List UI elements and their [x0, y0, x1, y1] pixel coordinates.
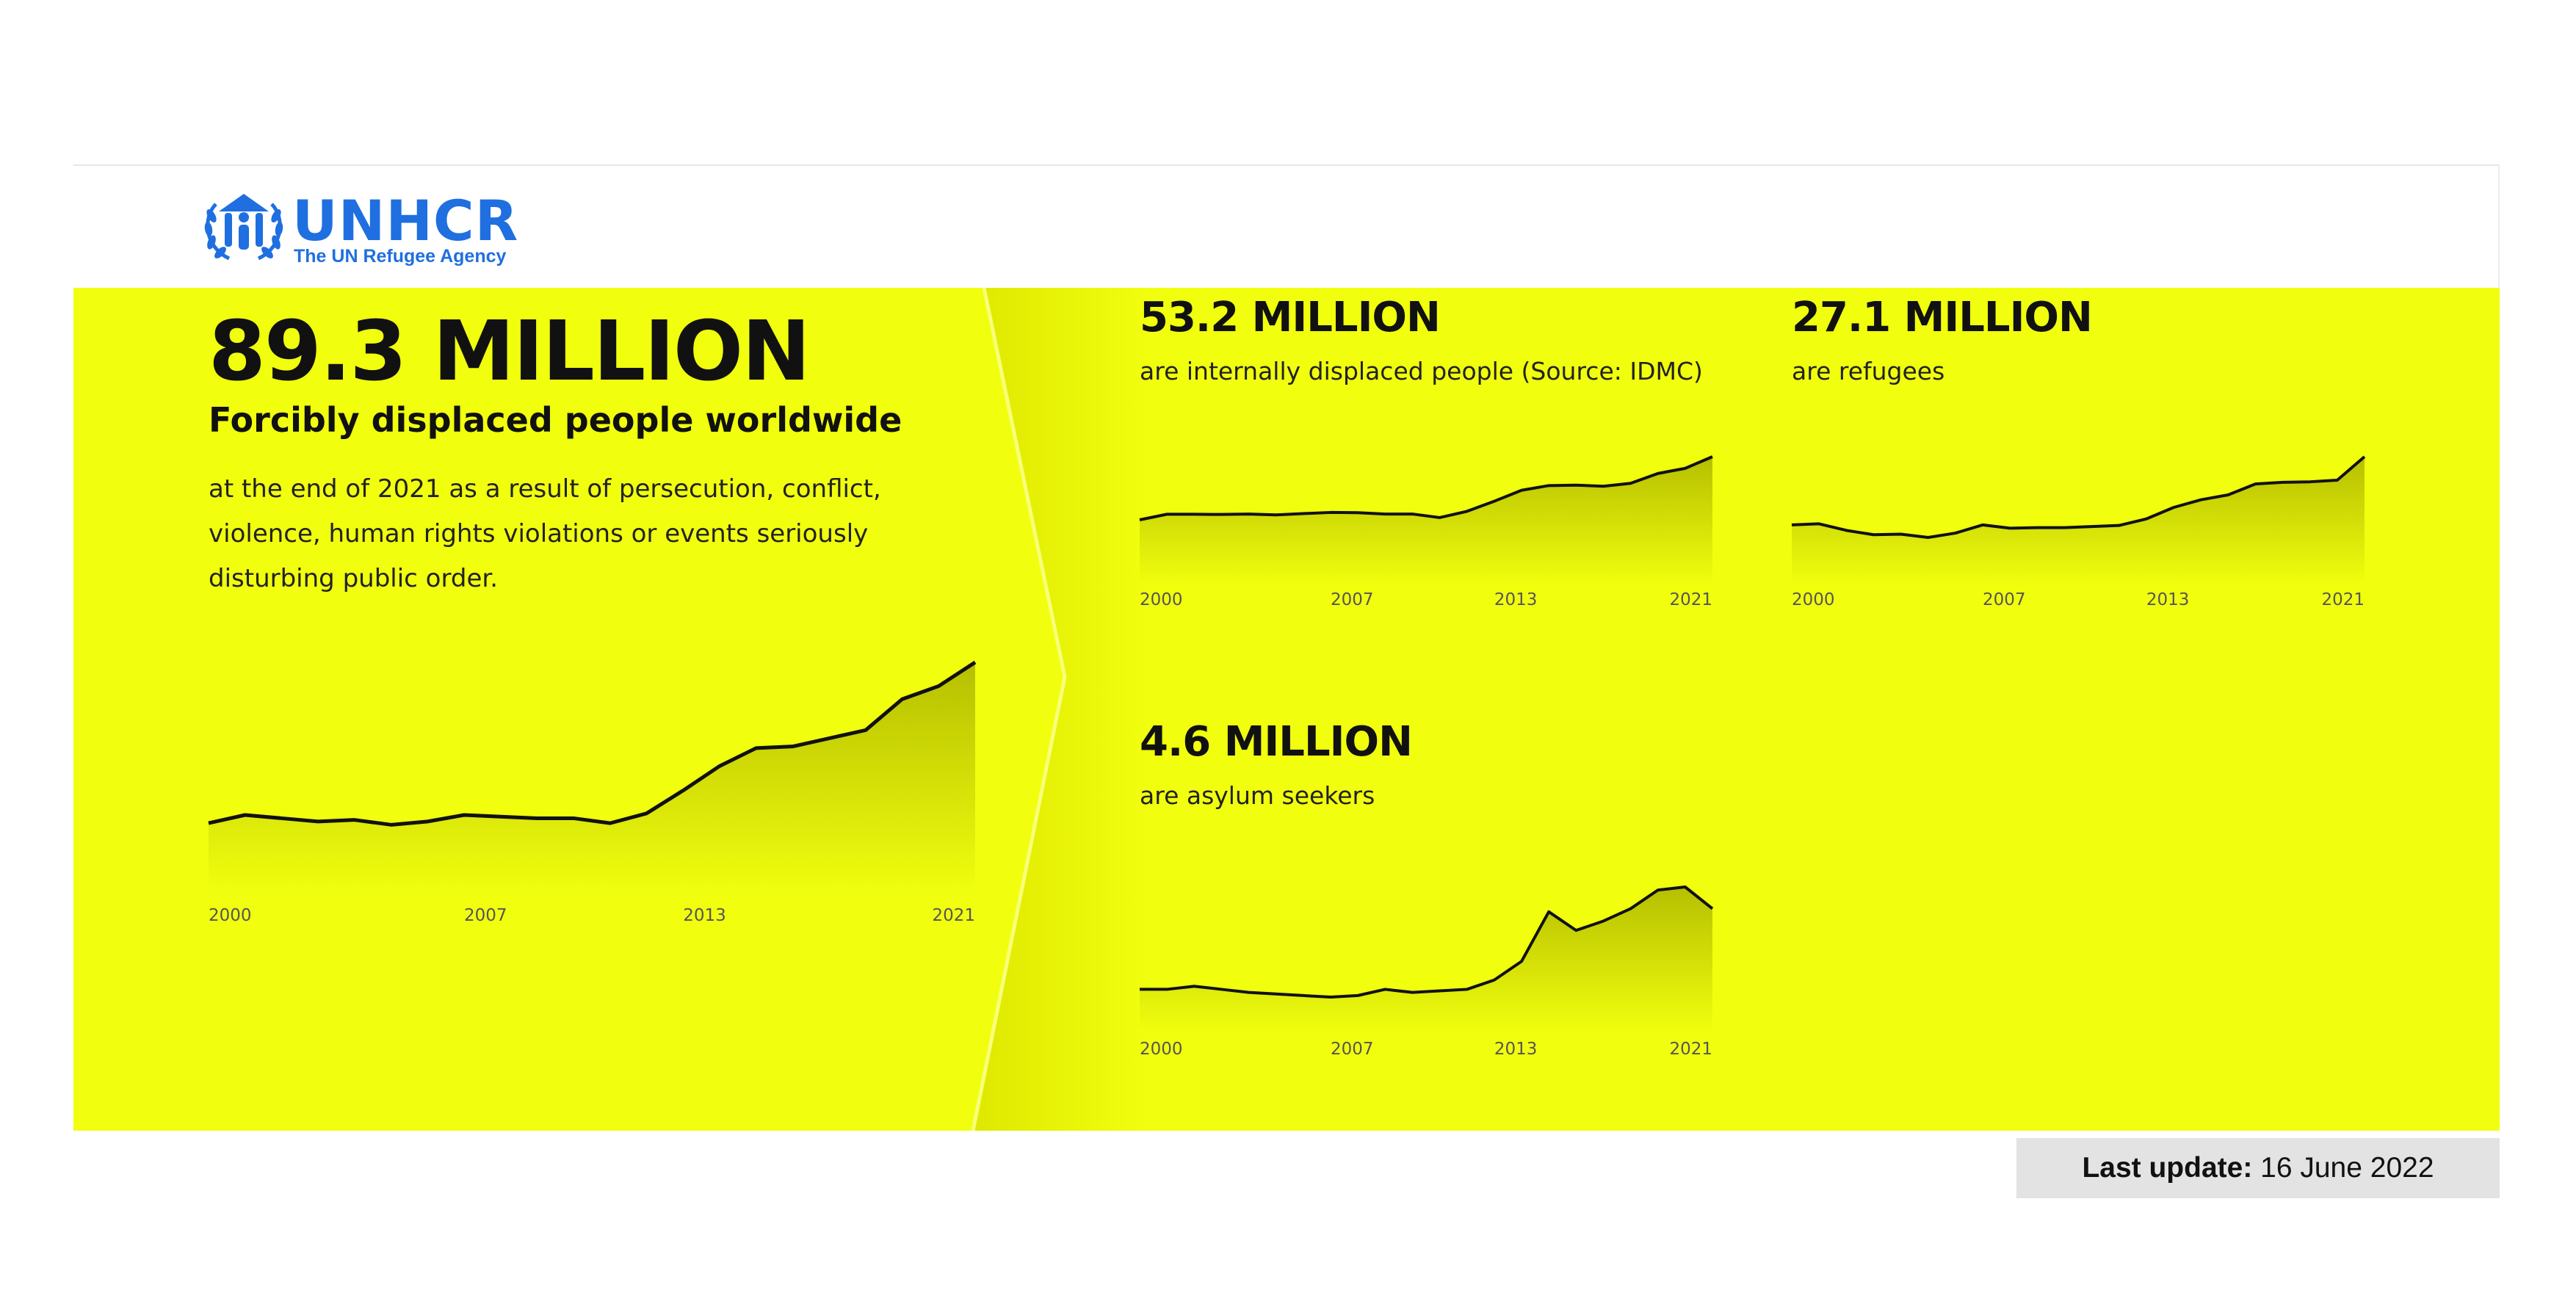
series-area-fill	[1140, 887, 1712, 1034]
x-tick-label: 2007	[1983, 590, 2026, 609]
last-update-label: Last update:	[2082, 1152, 2253, 1184]
asylum-chart: 2000 2007 2013 2021	[1140, 885, 1714, 1059]
series-area-fill	[209, 662, 975, 897]
x-tick-label: 2007	[464, 906, 507, 925]
series-line	[208, 660, 977, 827]
refugees-chart: 2000 2007 2013 2021	[1791, 455, 2366, 609]
unhcr-logo[interactable]: UNHCR The UN Refugee Agency	[200, 188, 518, 269]
x-tick-label: 2021	[2321, 590, 2365, 609]
refugees-subtitle: are refugees	[1792, 357, 1945, 385]
series-area-fill	[1140, 457, 1712, 586]
header-bar: UNHCR The UN Refugee Agency	[73, 164, 2500, 288]
x-tick-label: 2021	[1669, 590, 1712, 609]
refugees-value: 27.1 MILLION	[1792, 294, 2093, 341]
x-tick-label: 2021	[932, 906, 975, 925]
last-update-badge: Last update: 16 June 2022	[2016, 1138, 2500, 1198]
x-tick-label: 2013	[2146, 590, 2190, 609]
x-tick-label: 2013	[683, 906, 726, 925]
headline-subtitle: Forcibly displaced people worldwide	[209, 400, 902, 440]
asylum-subtitle: are asylum seekers	[1140, 781, 1375, 810]
x-tick-label: 2000	[209, 906, 252, 925]
series-line	[1139, 455, 1713, 521]
last-update-date: 16 June 2022	[2260, 1152, 2434, 1184]
infographic-frame: UNHCR The UN Refugee Agency 89.3 MILLION…	[73, 164, 2500, 1198]
series-area-fill	[1792, 457, 2365, 586]
laurel-family-emblem-icon	[204, 194, 283, 261]
x-tick-label: 2000	[1792, 590, 1835, 609]
x-tick-label: 2000	[1140, 590, 1183, 609]
x-tick-label: 2021	[1669, 1040, 1712, 1059]
idp-chart: 2000 2007 2013 2021	[1139, 455, 1713, 609]
headline-description: at the end of 2021 as a result of persec…	[209, 474, 881, 593]
series-line	[1791, 455, 2366, 539]
x-tick-label: 2007	[1331, 1040, 1374, 1059]
total-displaced-chart: 2000 2007 2013 2021	[208, 660, 977, 925]
x-tick-label: 2000	[1140, 1040, 1183, 1059]
headline-value: 89.3 MILLION	[209, 304, 811, 399]
series-line	[1140, 885, 1714, 999]
stats-panel: 89.3 MILLION Forcibly displaced people w…	[73, 288, 2500, 1131]
asylum-value: 4.6 MILLION	[1140, 718, 1413, 766]
x-tick-label: 2007	[1331, 590, 1374, 609]
brand-name: UNHCR	[292, 188, 519, 253]
x-tick-label: 2013	[1494, 590, 1538, 609]
x-tick-label: 2013	[1494, 1040, 1538, 1059]
arrow-divider	[971, 288, 1149, 1131]
brand-tagline: The UN Refugee Agency	[294, 246, 507, 267]
idp-value: 53.2 MILLION	[1140, 294, 1441, 341]
idp-subtitle: are internally displaced people (Source:…	[1140, 357, 1703, 385]
